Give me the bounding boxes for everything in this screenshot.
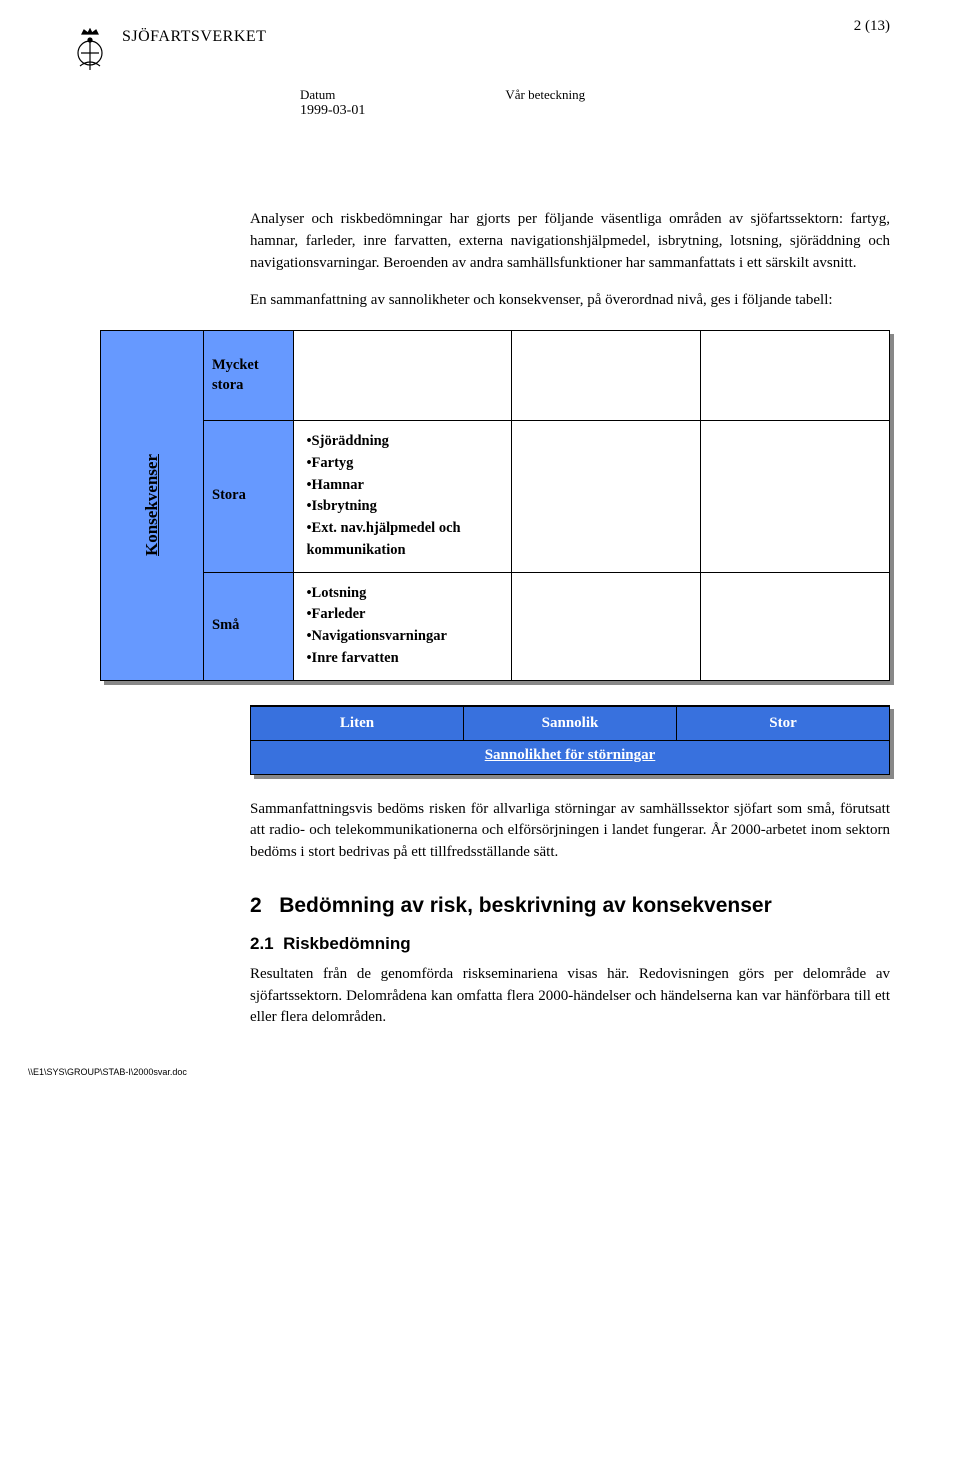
header-meta: Datum 1999-03-01 Vår beteckning [300, 87, 890, 119]
y-axis-title: Konsekvenser [142, 454, 162, 556]
org-name: SJÖFARTSVERKET [122, 28, 266, 46]
page-number: 2 (13) [854, 18, 890, 35]
x-label-stor: Stor [677, 706, 890, 741]
x-label-liten: Liten [251, 706, 464, 741]
paragraph-1: Analyser och riskbedömningar har gjorts … [250, 209, 890, 274]
anchor-crown-icon [70, 28, 110, 79]
section-2-heading: 2 Bedömning av risk, beskrivning av kons… [250, 894, 890, 918]
logo-block: SJÖFARTSVERKET [70, 28, 890, 79]
y-label-sma: Små [204, 610, 293, 642]
x-axis-title: Sannolikhet för störningar [251, 740, 890, 774]
x-label-sannolik: Sannolik [464, 706, 677, 741]
paragraph-3: Sammanfattningsvis bedöms risken för all… [250, 799, 890, 864]
y-label-stora: Stora [204, 480, 293, 512]
footer-path: \\E1\SYS\GROUP\STAB-I\2000svar.doc [28, 1067, 187, 1077]
datum-value: 1999-03-01 [300, 103, 365, 119]
y-label-mycket: Mycket stora [212, 356, 285, 395]
datum-label: Datum [300, 87, 365, 103]
risk-matrix: Konsekvenser Mycket stora Stora •Sjörädd… [100, 330, 890, 775]
cell-stora-liten: •Sjöräddning •Fartyg •Hamnar •Isbrytning… [294, 421, 510, 572]
ref-label: Vår beteckning [505, 87, 585, 103]
paragraph-4: Resultaten från de genomförda risksemina… [250, 964, 890, 1029]
paragraph-2: En sammanfattning av sannolikheter och k… [250, 290, 890, 312]
cell-sma-liten: •Lotsning •Farleder •Navigationsvarninga… [294, 573, 510, 680]
section-2-1-heading: 2.1 Riskbedömning [250, 934, 890, 954]
